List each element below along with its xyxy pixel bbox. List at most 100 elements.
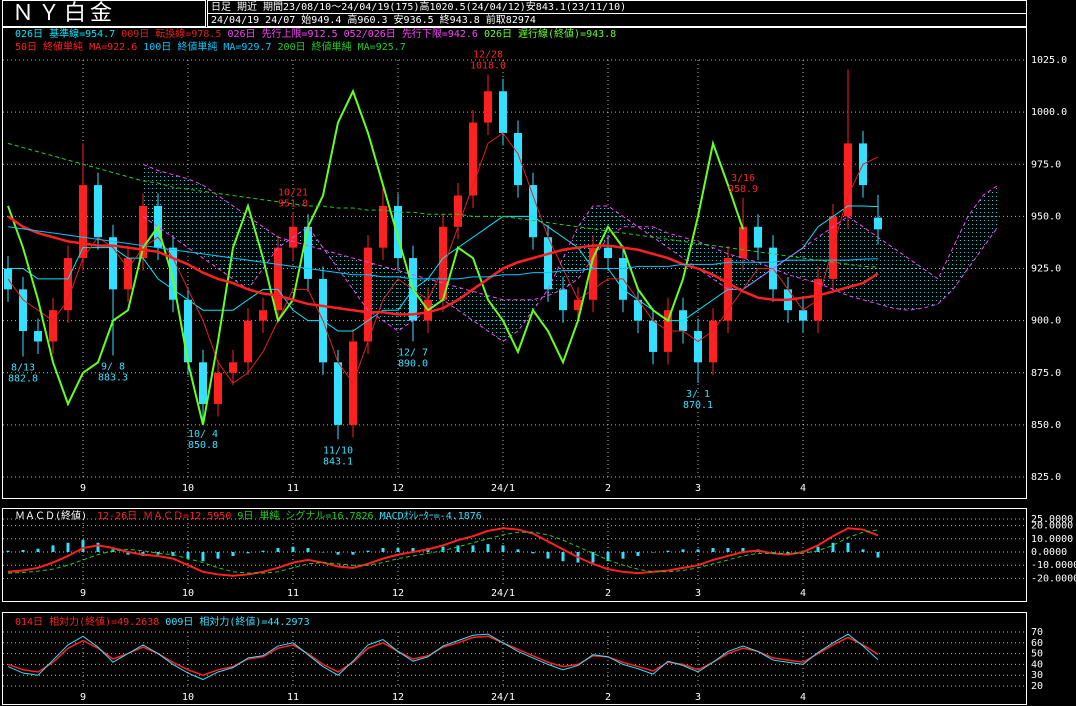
oscillator-bar [861,549,865,552]
oscillator-bar [471,545,475,552]
x-tick-label: 10 [182,483,194,494]
annotation-value: 890.0 [398,358,428,369]
annotation-value: 843.1 [323,456,353,467]
candle-body [244,320,252,363]
candle-body [49,310,57,342]
series-line [7,529,879,574]
oscillator-bar [591,552,595,563]
oscillator-bar [696,549,700,552]
y-tick-label: 875.0 [1031,368,1061,379]
candle-body [844,143,852,217]
x-tick-label: 12 [392,588,404,599]
annotation-value: 958.9 [728,184,758,195]
x-tick-label: 3 [695,692,701,703]
candle-body [589,247,597,300]
legend-entry: 014日 相対力(終値)=49.2638 [15,615,159,628]
annotation-date: 12/28 [473,50,503,61]
oscillator-bar [366,550,370,552]
legend-entry: 026日 遅行線(終値)=943.8 [484,27,616,40]
x-tick-label: 24/1 [491,588,515,599]
candle-body [544,237,552,290]
chart-title: ＮＹ白金 [12,1,116,26]
annotation-date: 9/ 8 [101,361,125,372]
oscillator-bar [81,540,85,552]
y-tick-label: 825.0 [1031,472,1061,483]
oscillator-bar [186,552,190,559]
annotation-value: 951.8 [278,199,308,210]
oscillator-bar [216,552,220,559]
subtitle: 24/04/19 24/07 始949.4 高960.3 安936.5 終943… [211,13,536,26]
candle-body [169,247,177,300]
y-tick-label: 40 [1031,659,1043,670]
y-tick-label: 20 [1031,681,1043,692]
annotation-date: 10/ 4 [188,429,218,440]
y-tick-label: 925.0 [1031,264,1061,275]
candle-body [529,185,537,238]
oscillator-bar [261,550,265,552]
x-tick-label: 12 [392,692,404,703]
oscillator-bar [291,546,295,552]
candle-body [514,132,522,186]
oscillator-bar [456,545,460,552]
oscillator-bar [711,548,715,552]
series-line [7,88,744,426]
candle-body [304,226,312,279]
candle-body [214,372,222,405]
candle-body [394,205,402,259]
y-tick-label: 1025.0 [1031,55,1067,66]
x-tick-label: 2 [605,692,611,703]
legend-entry: 026日 先行上限=912.5 [227,27,337,40]
y-tick-label: -20.0000 [1031,573,1076,584]
oscillator-bar [621,552,625,559]
y-tick-label: 50 [1031,649,1043,660]
oscillator-bar [531,552,535,554]
x-tick-label: 4 [800,692,806,703]
oscillator-bar [231,552,235,556]
y-tick-label: 950.0 [1031,211,1061,222]
x-tick-label: 9 [80,692,86,703]
candle-body [334,362,342,425]
annotation-date: 12/ 7 [398,347,428,358]
candle-body [754,226,762,248]
oscillator-bar [726,548,730,552]
annotation-date: 10/21 [278,188,308,199]
x-tick-label: 2 [605,588,611,599]
oscillator-bar [171,552,175,556]
candle-body [259,310,267,321]
candle-body [559,289,567,311]
oscillator-bar [816,546,820,552]
oscillator-bar [21,550,25,552]
candle-body [739,226,747,259]
y-tick-label: 60 [1031,638,1043,649]
series-line [7,132,879,385]
candle-body [79,185,87,259]
legend-entry: 50日 終値単純 MA=922.6 [15,40,137,53]
subtitle: 日足 期近 期間23/08/10～24/04/19(175)高1020.5(24… [211,0,626,13]
candle-body [604,247,612,259]
annotation-value: 1018.0 [470,61,506,72]
series-line [7,633,879,681]
candle-body [694,331,702,363]
candle-body [19,289,27,332]
candle-body [124,258,132,290]
y-tick-label: 30 [1031,670,1043,681]
x-tick-label: 10 [182,588,194,599]
oscillator-bar [306,548,310,552]
oscillator-bar [741,548,745,552]
annotation-value: 870.1 [683,400,713,411]
x-tick-label: 12 [392,483,404,494]
annotation-value: 850.8 [188,440,218,451]
legend-entry: 052/026日 先行下限=942.6 [344,27,478,40]
y-tick-label: 1000.0 [1031,107,1067,118]
y-tick-label: 850.0 [1031,420,1061,431]
candle-body [469,122,477,196]
candle-body [34,331,42,342]
candle-body [649,320,657,352]
candle-body [439,226,447,300]
oscillator-bar [51,545,55,552]
x-tick-label: 24/1 [491,483,515,494]
oscillator-bar [681,549,685,552]
series-line [7,635,879,676]
